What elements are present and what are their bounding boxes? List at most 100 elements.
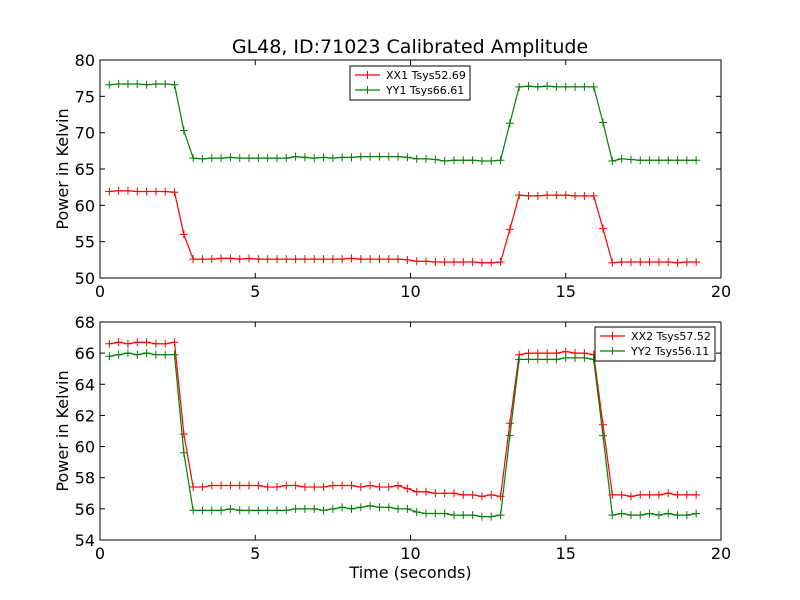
legend-label: XX1 Tsys52.69 [386, 69, 466, 82]
data-point [133, 338, 142, 347]
data-point [319, 153, 328, 162]
data-point [682, 156, 691, 165]
data-point [673, 511, 682, 520]
data-point [310, 504, 319, 513]
data-point [487, 512, 496, 521]
data-point [617, 490, 626, 499]
data-point [170, 80, 179, 89]
data-point [599, 224, 608, 233]
data-point [347, 254, 356, 263]
data-point [170, 350, 179, 359]
data-point [645, 509, 654, 518]
data-point [375, 255, 384, 264]
data-point [375, 503, 384, 512]
data-point [254, 506, 263, 515]
data-point [459, 511, 468, 520]
x-axis-label: Time (seconds) [348, 563, 471, 582]
data-point [561, 191, 570, 200]
data-point [496, 156, 505, 165]
data-point [300, 483, 309, 492]
data-point [552, 82, 561, 91]
data-point [664, 258, 673, 267]
data-point [328, 255, 337, 264]
data-point [571, 82, 580, 91]
data-point [487, 490, 496, 499]
data-point [626, 258, 635, 267]
data-point [189, 255, 198, 264]
data-point [366, 501, 375, 510]
data-point [608, 157, 617, 166]
data-point [114, 350, 123, 359]
data-point [207, 154, 216, 163]
data-point [692, 509, 701, 518]
data-point [245, 154, 254, 163]
data-point [105, 339, 114, 348]
data-point [384, 255, 393, 264]
data-point [477, 512, 486, 521]
data-point [552, 191, 561, 200]
data-point [617, 509, 626, 518]
data-point [533, 355, 542, 364]
data-point [422, 154, 431, 163]
data-point [151, 79, 160, 88]
data-point [561, 353, 570, 362]
series-2 [105, 79, 701, 166]
x-tick-label: 15 [556, 282, 576, 301]
data-point [347, 153, 356, 162]
data-point [580, 82, 589, 91]
y-axis-label: Power in Kelvin [53, 370, 72, 491]
data-point [524, 82, 533, 91]
series-1 [105, 186, 701, 267]
data-point [356, 483, 365, 492]
data-point [654, 258, 663, 267]
legend-entry: YY1 Tsys66.61 [355, 84, 464, 97]
data-point [161, 350, 170, 359]
data-point [394, 152, 403, 161]
data-point [347, 504, 356, 513]
data-point [366, 481, 375, 490]
data-point [263, 154, 272, 163]
data-point [449, 511, 458, 520]
data-point [422, 257, 431, 266]
data-point [626, 492, 635, 501]
series-line [109, 83, 697, 162]
data-point [161, 79, 170, 88]
data-point [338, 481, 347, 490]
data-point [412, 257, 421, 266]
data-point [198, 506, 207, 515]
series-2 [105, 349, 701, 521]
y-tick-label: 56 [75, 500, 95, 519]
data-point [440, 157, 449, 166]
data-point [468, 511, 477, 520]
chart-1: 0 5 10 15 20 50 55 60 65 70 75 80 Power in Kelvin XX1… [53, 51, 731, 301]
data-point [599, 420, 608, 429]
data-point [356, 503, 365, 512]
legend: XX1 Tsys52.69 YY1 Tsys66.61 [349, 65, 471, 101]
legend-entry: XX1 Tsys52.69 [355, 69, 466, 82]
data-point [673, 156, 682, 165]
data-point [114, 338, 123, 347]
data-point [645, 258, 654, 267]
data-point [291, 481, 300, 490]
data-point [636, 511, 645, 520]
x-tick-label: 20 [711, 544, 731, 563]
data-point [431, 489, 440, 498]
data-point [626, 155, 635, 164]
legend-marker [363, 86, 372, 94]
data-point [328, 154, 337, 163]
data-point [543, 191, 552, 200]
data-point [412, 507, 421, 516]
data-point [319, 506, 328, 515]
data-point [263, 483, 272, 492]
data-point [589, 191, 598, 200]
data-point [235, 154, 244, 163]
data-point [179, 230, 188, 239]
data-point [682, 511, 691, 520]
data-point [170, 188, 179, 197]
data-point [133, 79, 142, 88]
x-tick-label: 5 [250, 282, 260, 301]
data-point [524, 191, 533, 200]
data-point [561, 82, 570, 91]
data-point [338, 255, 347, 264]
